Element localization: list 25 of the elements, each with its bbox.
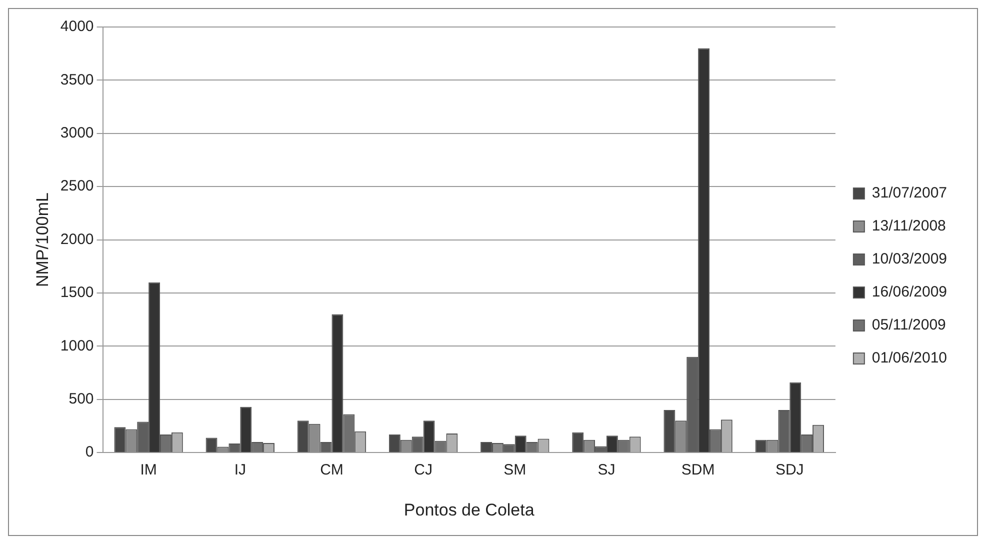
y-tick-label: 3000	[60, 124, 94, 142]
y-tick-label: 2000	[60, 230, 94, 248]
y-tick-label: 1000	[60, 337, 94, 354]
x-tick-label: CM	[320, 462, 344, 479]
legend-label: 05/11/2009	[872, 316, 946, 334]
y-tick-label: 1500	[60, 284, 94, 302]
x-tick-label: SJ	[598, 462, 616, 479]
legend-label: 31/07/2007	[872, 184, 948, 202]
y-axis-title: NMP/100mL	[32, 192, 52, 288]
y-tick-label: 2500	[60, 178, 94, 195]
legend-label: 10/03/2009	[872, 250, 948, 268]
x-tick-label: IM	[140, 462, 157, 479]
x-tick-label: SM	[504, 462, 526, 479]
y-tick-label: 0	[85, 444, 94, 461]
legend-label: 13/11/2008	[872, 218, 946, 235]
x-tick-label: IJ	[234, 462, 246, 479]
x-tick-label: SDM	[681, 462, 715, 479]
y-tick-label: 3500	[60, 71, 94, 88]
x-axis-title: Pontos de Coleta	[404, 500, 535, 520]
y-tick-label: 4000	[60, 18, 94, 36]
legend-label: 01/06/2010	[872, 350, 948, 367]
x-tick-label: CJ	[414, 462, 432, 479]
y-tick-label: 500	[68, 390, 94, 408]
legend-label: 16/06/2009	[872, 284, 948, 301]
x-tick-label: SDJ	[775, 462, 804, 479]
